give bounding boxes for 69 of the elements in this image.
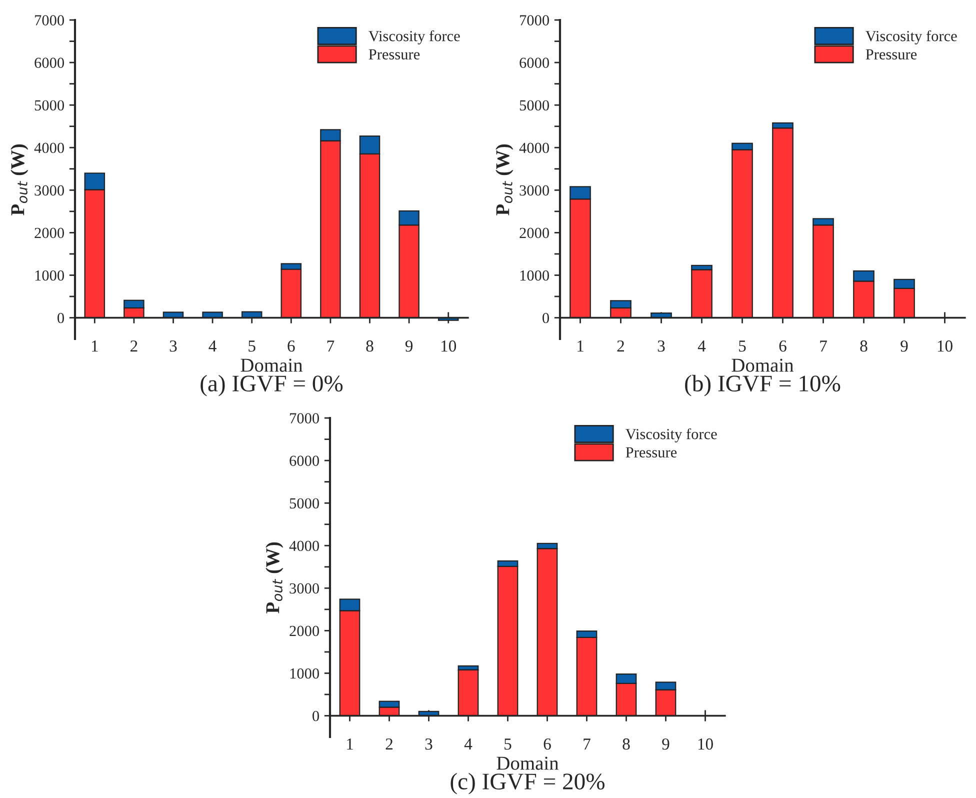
x-tick-label: 5 [504, 738, 512, 750]
x-tick-label: 4 [698, 340, 706, 352]
x-tick-label: 3 [170, 340, 177, 352]
x-axis-title: Domain [240, 358, 303, 372]
y-tick-label: 3000 [290, 583, 319, 594]
y-tick-label: 3000 [34, 185, 64, 196]
x-tick-label: 4 [464, 738, 472, 750]
y-tick-label: 5000 [520, 100, 549, 111]
x-tick-label: 10 [698, 738, 713, 750]
y-axis-title: P$_{out}$ (W) [10, 144, 28, 216]
x-tick-label: 9 [405, 340, 413, 352]
x-tick-label: 6 [288, 340, 295, 352]
y-tick-label: 0 [312, 710, 319, 722]
x-tick-label: 10 [441, 340, 456, 352]
y-tick-label: 7000 [290, 413, 319, 424]
y-axis-title: P$_{out}$ (W) [496, 144, 514, 216]
y-tick-label: 2000 [290, 626, 319, 636]
x-tick-label: 2 [130, 340, 138, 352]
y-tick-label: 6000 [34, 58, 64, 68]
x-tick-label: 1 [578, 340, 584, 352]
text: (b) IGVF = 10% [685, 374, 840, 396]
y-tick-label: 6000 [290, 456, 319, 466]
y-tick-label: 1000 [35, 270, 64, 281]
x-axis-title: Domain [732, 358, 794, 372]
legend-label: Viscosity force [626, 428, 717, 442]
text: (a) IGVF = 0% [200, 374, 343, 396]
y-tick-label: 0 [58, 312, 64, 324]
x-tick-label: 5 [739, 340, 746, 352]
x-tick-label: 8 [366, 340, 374, 352]
y-tick-label: 2000 [34, 228, 64, 238]
x-tick-label: 6 [544, 738, 551, 750]
x-tick-label: 7 [584, 738, 590, 750]
x-tick-label: 3 [658, 340, 665, 352]
y-tick-label: 4000 [34, 142, 64, 154]
x-tick-label: 3 [425, 738, 432, 750]
x-tick-label: 10 [938, 340, 952, 352]
x-tick-label: 2 [617, 340, 624, 352]
x-tick-label: 5 [248, 340, 256, 352]
y-tick-label: 3000 [520, 185, 549, 196]
y-tick-label: 5000 [290, 498, 319, 509]
x-tick-label: 2 [386, 738, 392, 750]
legend-label: Viscosity force [866, 30, 957, 44]
y-tick-label: 2000 [520, 228, 549, 238]
y-tick-label: 5000 [34, 100, 64, 111]
x-tick-label: 4 [208, 340, 216, 352]
legend-label: Viscosity force [368, 30, 460, 44]
x-axis-title: Domain [496, 756, 559, 770]
y-tick-label: 6000 [520, 58, 549, 68]
y-tick-label: 4000 [519, 142, 549, 154]
text: (c) IGVF = 20% [450, 772, 604, 794]
y-tick-label: 1000 [520, 270, 549, 281]
legend-label: Pressure [626, 447, 677, 458]
x-tick-label: 9 [900, 340, 908, 352]
y-tick-label: 7000 [520, 15, 549, 26]
x-tick-label: 7 [820, 340, 827, 352]
x-tick-label: 1 [92, 340, 98, 352]
x-tick-label: 7 [327, 340, 334, 352]
y-tick-label: 4000 [289, 540, 319, 552]
x-tick-label: 9 [662, 738, 670, 750]
y-tick-label: 1000 [290, 668, 319, 679]
x-tick-label: 8 [860, 340, 868, 352]
x-tick-label: 8 [622, 738, 630, 750]
y-tick-label: 7000 [35, 15, 64, 26]
y-tick-label: 0 [542, 312, 549, 324]
legend-label: Pressure [368, 49, 420, 60]
legend-label: Pressure [866, 49, 917, 60]
x-tick-label: 1 [347, 738, 353, 750]
y-axis-title: P$_{out}$ (W) [266, 542, 284, 614]
x-tick-label: 6 [779, 340, 786, 352]
